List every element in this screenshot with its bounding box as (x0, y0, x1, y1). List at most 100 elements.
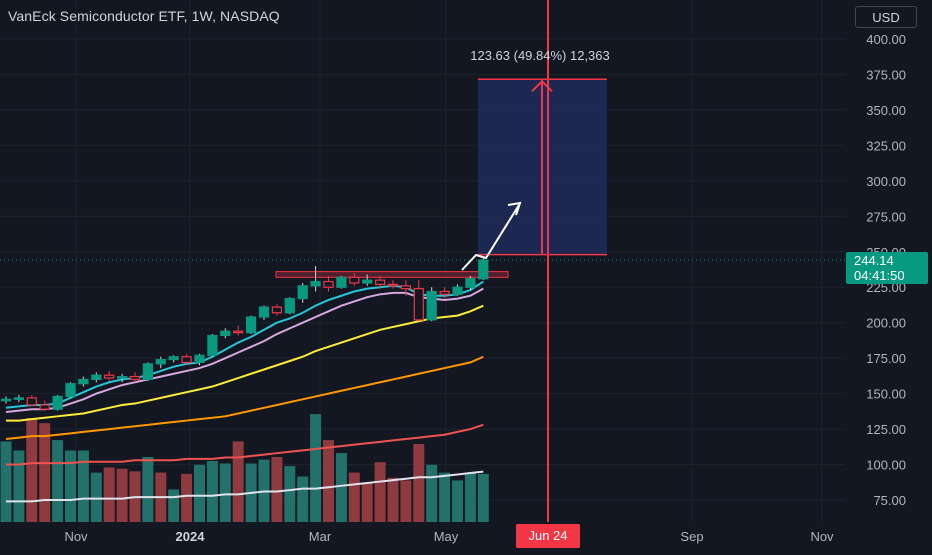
volume-bar (26, 418, 38, 522)
candlesticks (0, 257, 489, 411)
moving-averages (5, 280, 484, 503)
volume-bar (206, 460, 218, 522)
candle-body (91, 374, 102, 381)
candle-body (65, 383, 76, 398)
candle-body (142, 363, 153, 381)
drawing-overlay[interactable] (0, 0, 845, 550)
moving-average-line (6, 470, 484, 503)
volume-bar (232, 441, 244, 522)
moving-average-line (5, 355, 484, 441)
candle-body (207, 334, 218, 356)
candle-body (233, 330, 244, 334)
candle-body (478, 259, 489, 280)
price-tick-label: 350.00 (866, 103, 906, 118)
candle-body (39, 404, 50, 410)
candle-body (0, 398, 12, 402)
bar-countdown: 04:41:50 (854, 268, 905, 283)
volume-bar (77, 450, 89, 522)
candle-body (116, 375, 128, 379)
volume-bar (181, 473, 193, 522)
volume-bar (348, 472, 360, 522)
candle-body (375, 279, 386, 285)
moving-average-line (6, 304, 484, 422)
candle-body (310, 280, 321, 287)
candle-body (181, 356, 192, 364)
price-tick-label: 175.00 (866, 351, 906, 366)
volume-bar (271, 457, 283, 522)
volume-bar (477, 473, 489, 522)
price-tick-label: 300.00 (866, 174, 906, 189)
time-tick-label: May (434, 529, 459, 544)
candle-body (168, 356, 179, 361)
candle-body (349, 276, 360, 284)
candle-body (452, 286, 463, 295)
candle-body (78, 378, 89, 385)
volume-bar (452, 480, 463, 522)
candle-body (323, 280, 334, 288)
volume-bar (90, 472, 102, 522)
candle-body (258, 306, 270, 318)
candle-body (465, 278, 476, 288)
volume-bar (413, 444, 425, 522)
candle-body (387, 283, 399, 287)
candle-body (194, 354, 205, 364)
moving-average-line (5, 287, 484, 414)
price-tick-label: 150.00 (866, 387, 906, 402)
time-axis-bg (0, 522, 845, 550)
time-tick-label: Sep (680, 529, 703, 544)
volume-bar (310, 414, 322, 522)
candle-body (13, 397, 24, 400)
time-tick-label: Mar (309, 529, 332, 544)
volume-bar (52, 440, 64, 522)
forecast-arrow-path (461, 204, 520, 271)
volume-bar (323, 440, 334, 522)
volume-bar (103, 467, 115, 522)
time-tick-label: Nov (810, 529, 834, 544)
measure-label: 123.63 (49.84%) 12,363 (470, 48, 610, 63)
volume-bar (65, 450, 76, 522)
time-tick-label: 2024 (176, 529, 206, 544)
moving-average-line (6, 423, 484, 466)
volume-bar (361, 483, 373, 522)
candle-body (439, 290, 450, 295)
volume-bar (297, 476, 309, 522)
moving-average-line (5, 280, 484, 409)
currency-button[interactable]: USD (855, 6, 917, 28)
volume-bar (219, 463, 231, 522)
resistance-zone[interactable] (275, 271, 509, 278)
projection-box[interactable] (478, 78, 607, 256)
last-price-value: 244.14 (854, 253, 894, 268)
volume-bar (400, 480, 412, 522)
price-tick-label: 325.00 (866, 138, 906, 153)
symbol-title: VanEck Semiconductor ETF, 1W, NASDAQ (8, 8, 280, 24)
price-tick-label: 75.00 (873, 493, 906, 508)
candle-body (284, 297, 295, 314)
price-tick-label: 375.00 (866, 67, 906, 82)
price-tick-label: 100.00 (866, 458, 906, 473)
resistance-rect (275, 271, 509, 278)
cursor-date-tag: Jun 24 (516, 524, 580, 548)
candle-body (271, 306, 282, 314)
volume-bar (464, 472, 476, 522)
candle-body (297, 285, 308, 300)
candle-body (426, 290, 437, 321)
volume-bar (426, 464, 438, 522)
volume-bar (387, 477, 399, 522)
volume-bars (0, 414, 489, 522)
volume-bar (439, 472, 451, 522)
price-tick-label: 125.00 (866, 422, 906, 437)
time-axis[interactable]: Nov 2024 Mar May Sep Nov (0, 522, 845, 550)
volume-bar (39, 423, 51, 522)
candle-body (336, 276, 347, 288)
time-tick-label: Nov (64, 529, 88, 544)
price-tick-label: 200.00 (866, 316, 906, 331)
volume-bar (284, 466, 296, 522)
candle-body (26, 397, 37, 406)
volume-bar (335, 453, 347, 522)
volume-bar (13, 450, 25, 522)
volume-bar (0, 441, 12, 522)
candle-body (246, 316, 257, 334)
candle-body (104, 374, 115, 379)
